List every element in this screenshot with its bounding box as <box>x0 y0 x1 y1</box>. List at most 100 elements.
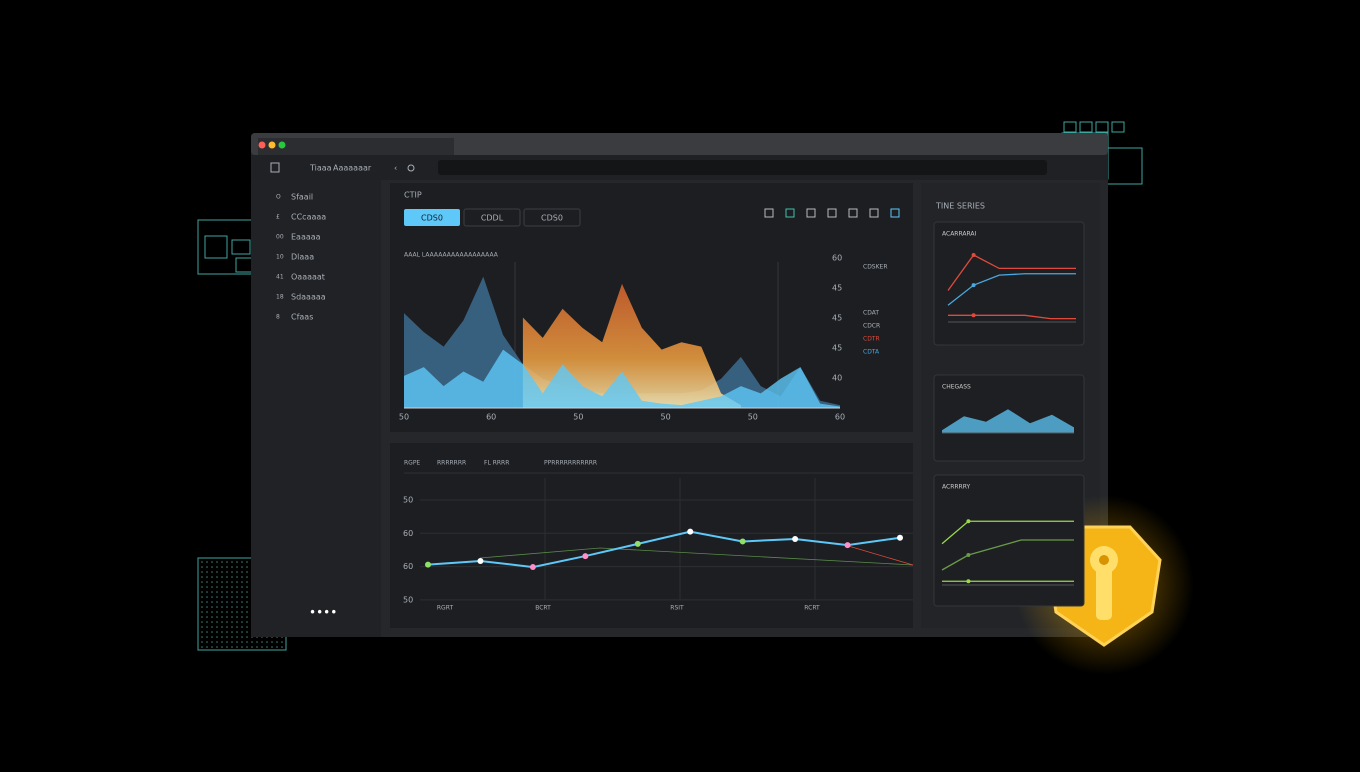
address-bar[interactable] <box>438 160 1047 175</box>
nav-item[interactable]: Sdaaaaa <box>291 293 326 302</box>
x-tick-label: 50 <box>748 413 758 422</box>
legend-entry: CDAT <box>863 310 879 317</box>
y-tick-label: 45 <box>832 284 842 293</box>
tool-icon[interactable] <box>890 208 900 218</box>
line <box>941 539 1074 571</box>
chart-tab[interactable]: RGPE <box>404 460 420 467</box>
x-tick-label: 50 <box>661 413 671 422</box>
x-tick-label: 50 <box>573 413 583 422</box>
point <box>529 564 536 571</box>
legend-entry: CDTR <box>863 336 880 343</box>
chart-tab[interactable]: RRRRRRR <box>437 460 466 467</box>
nav-item[interactable]: Eaaaaa <box>291 233 321 242</box>
tab[interactable] <box>463 208 521 227</box>
line <box>947 254 1076 291</box>
keyhole <box>1096 565 1112 620</box>
nav-item[interactable]: Sfaail <box>291 193 313 202</box>
minimize-button[interactable] <box>268 141 276 149</box>
area <box>404 349 840 408</box>
maximize-button[interactable] <box>278 141 286 149</box>
menu-item[interactable]: Tiaaa <box>309 164 332 173</box>
chart-tab[interactable]: PPRRRRRRRRRRR <box>544 460 597 467</box>
legend-entry: CDTA <box>863 349 880 356</box>
menu-item[interactable]: Aaaaaaar <box>333 164 372 173</box>
trend-line <box>844 544 914 566</box>
x-tick-label: 60 <box>486 413 496 422</box>
y-tick-label: 50 <box>403 496 413 505</box>
tool-icon[interactable] <box>806 208 816 218</box>
y-tick-label: 50 <box>403 595 413 604</box>
sidebar <box>251 180 381 637</box>
nav-item[interactable]: Oaaaaat <box>291 273 325 282</box>
tab-label[interactable]: CDS0 <box>541 214 563 223</box>
nav-icon: O <box>276 194 281 201</box>
line <box>941 520 1074 545</box>
legend-entry: CDCR <box>863 323 880 330</box>
tool-icon[interactable] <box>785 208 795 218</box>
panel-title: CTIP <box>404 191 422 200</box>
browser-tab[interactable] <box>258 138 454 155</box>
nav-item[interactable]: Cfaas <box>291 313 313 322</box>
tab[interactable] <box>404 209 460 226</box>
point <box>477 557 484 564</box>
x-tick-label: RCRT <box>804 605 820 612</box>
point <box>971 253 976 257</box>
nav-item[interactable]: Dlaaa <box>291 253 314 262</box>
card-title: ACRRRRY <box>942 484 970 491</box>
point <box>971 313 976 318</box>
area <box>522 283 741 408</box>
point <box>966 553 971 557</box>
card <box>933 474 1085 607</box>
point <box>425 561 431 568</box>
point <box>634 540 641 547</box>
x-tick-label: RGRT <box>437 605 454 612</box>
back-button[interactable]: ‹ <box>394 164 397 173</box>
line <box>947 273 1076 306</box>
point <box>971 283 976 288</box>
x-tick-label: BCRT <box>535 605 551 612</box>
point <box>582 553 589 560</box>
title-bar <box>251 133 1108 155</box>
tool-icon[interactable] <box>869 208 879 218</box>
chart-tab[interactable]: FL RRRR <box>484 460 509 467</box>
app-icon <box>270 162 280 173</box>
tool-icon[interactable] <box>827 208 837 218</box>
point <box>844 542 851 549</box>
point <box>966 519 971 524</box>
line <box>427 530 901 569</box>
area <box>942 409 1074 433</box>
nav-icon: 18 <box>276 294 284 301</box>
y-tick-label: 40 <box>832 374 842 383</box>
nav-icon: 00 <box>276 234 284 241</box>
point <box>687 528 694 535</box>
keyhole <box>1099 555 1109 565</box>
x-tick-label: 60 <box>835 413 845 422</box>
card-title: ACARRARAI <box>942 231 977 238</box>
nav-icon: 8 <box>276 314 280 321</box>
tool-icon[interactable] <box>764 208 774 218</box>
nav-icon: 10 <box>276 254 284 261</box>
nav-icon: £ <box>276 214 280 221</box>
x-tick-label: 50 <box>399 413 409 422</box>
more-dots[interactable]: •••• <box>309 606 337 620</box>
card-title: CHEGASS <box>942 384 971 391</box>
tool-icon[interactable] <box>848 208 858 218</box>
reload-button[interactable] <box>407 164 415 172</box>
nav-icon: 41 <box>276 274 284 281</box>
point <box>897 534 903 541</box>
y-tick-label: 45 <box>832 344 842 353</box>
side-title: TINE SERIES <box>935 202 985 211</box>
chart-subtitle: AAAL LAAAAAAAAAAAAAAAAA <box>404 252 499 259</box>
close-button[interactable] <box>258 141 266 149</box>
y-tick-label: 45 <box>832 314 842 323</box>
card <box>933 221 1085 346</box>
x-tick-label: RSIT <box>670 605 684 612</box>
tab-label[interactable]: CDS0 <box>421 214 443 223</box>
y-tick-label: 60 <box>832 254 842 263</box>
nav-item[interactable]: CCcaaaa <box>291 213 326 222</box>
tab-label[interactable]: CDDL <box>481 214 504 223</box>
tab[interactable] <box>523 208 581 227</box>
point <box>792 536 799 542</box>
line <box>948 314 1076 320</box>
